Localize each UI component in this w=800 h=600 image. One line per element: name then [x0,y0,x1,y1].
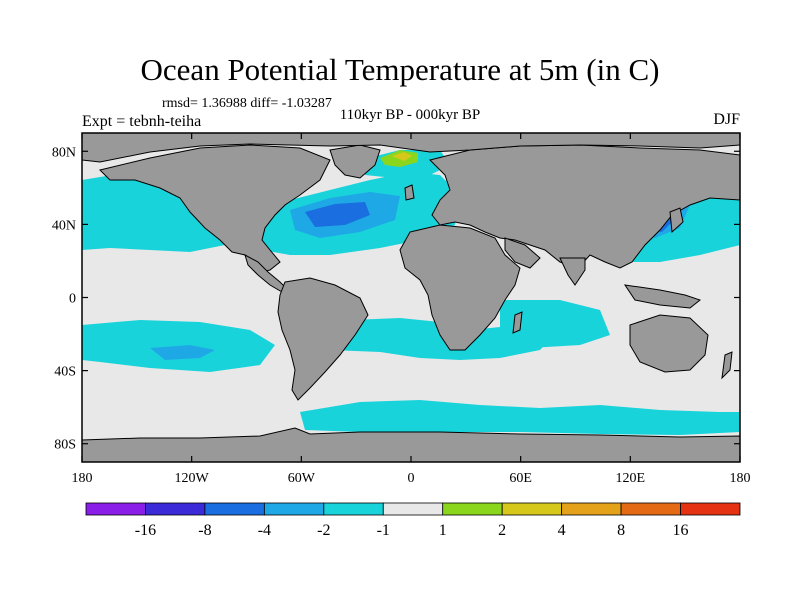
south-atlantic-cool-band [300,318,560,360]
rmsd-diff-stats: rmsd= 1.36988 diff= -1.03287 [162,96,332,111]
lon-tick-label: 120E [616,471,646,486]
arabia [504,237,541,269]
colorbar-label: -1 [377,522,390,539]
antarctica [82,427,740,462]
southeast-asia-islands [623,284,702,309]
map-title: Ocean Potential Temperature at 5m (in C) [140,52,660,87]
colorbar-label: 1 [439,522,447,539]
south-indian-cool-band [500,300,610,348]
colorbar-label: 4 [558,522,566,539]
colorbar-swatch [263,502,325,516]
colorbar-swatch [85,502,146,516]
antarctic-cool-band [300,400,740,435]
greenland-sea-warmer [392,152,412,161]
colorbar-swatch [620,502,681,516]
south-pacific-cooler [150,345,215,360]
arctic-land-bar [82,133,740,163]
eurasia [429,144,740,269]
south-america [277,277,369,401]
colorbar-label: 8 [617,522,625,539]
africa [399,224,521,351]
period-label: 110kyr BP - 000kyr BP [339,107,481,123]
plot-area [82,133,740,462]
latitude-axis: 80N 40N 0 40S 80S [52,145,740,453]
colorbar-label: 16 [673,522,689,539]
uk [404,184,415,201]
colorbar-swatch [323,502,384,516]
india [559,257,586,286]
lat-tick-label: 40N [52,218,76,233]
lat-tick-label: 80N [52,145,76,160]
lon-tick-label: 60E [509,471,532,486]
lon-tick-label: 60W [288,471,316,486]
colorbar-label: -4 [258,522,271,539]
lat-tick-label: 0 [69,292,76,307]
lon-tick-label: 180 [730,471,751,486]
colorbar-label: 2 [498,522,506,539]
colorbar-label: -8 [198,522,211,539]
experiment-label: Expt = tebnh-teiha [82,113,202,130]
colorbar-swatch [442,502,503,516]
lat-tick-label: 40S [54,365,76,380]
lon-tick-label: 180 [72,471,93,486]
colorbar-swatch [382,502,444,516]
colorbar: -16 -8 -4 -2 -1 1 2 4 8 16 [85,502,741,539]
north-atlantic-coldest [305,202,370,227]
north-america [99,144,331,273]
colorbar-label: -2 [317,522,330,539]
longitude-axis: 180 120W 60W 0 60E 120E 180 [72,133,751,486]
continents [82,133,740,462]
japan [669,207,684,234]
australia [629,314,709,373]
lon-tick-label: 0 [408,471,415,486]
season-label: DJF [713,111,740,128]
colorbar-swatch [204,502,265,516]
colorbar-label: -16 [135,522,156,539]
colorbar-swatch [561,502,622,516]
lon-tick-label: 120W [175,471,210,486]
colorbar-swatch [680,502,741,516]
madagascar [512,311,523,334]
colorbar-swatch [145,502,206,516]
lat-tick-label: 80S [54,438,76,453]
new-zealand [721,351,733,380]
colorbar-swatch [501,502,563,516]
